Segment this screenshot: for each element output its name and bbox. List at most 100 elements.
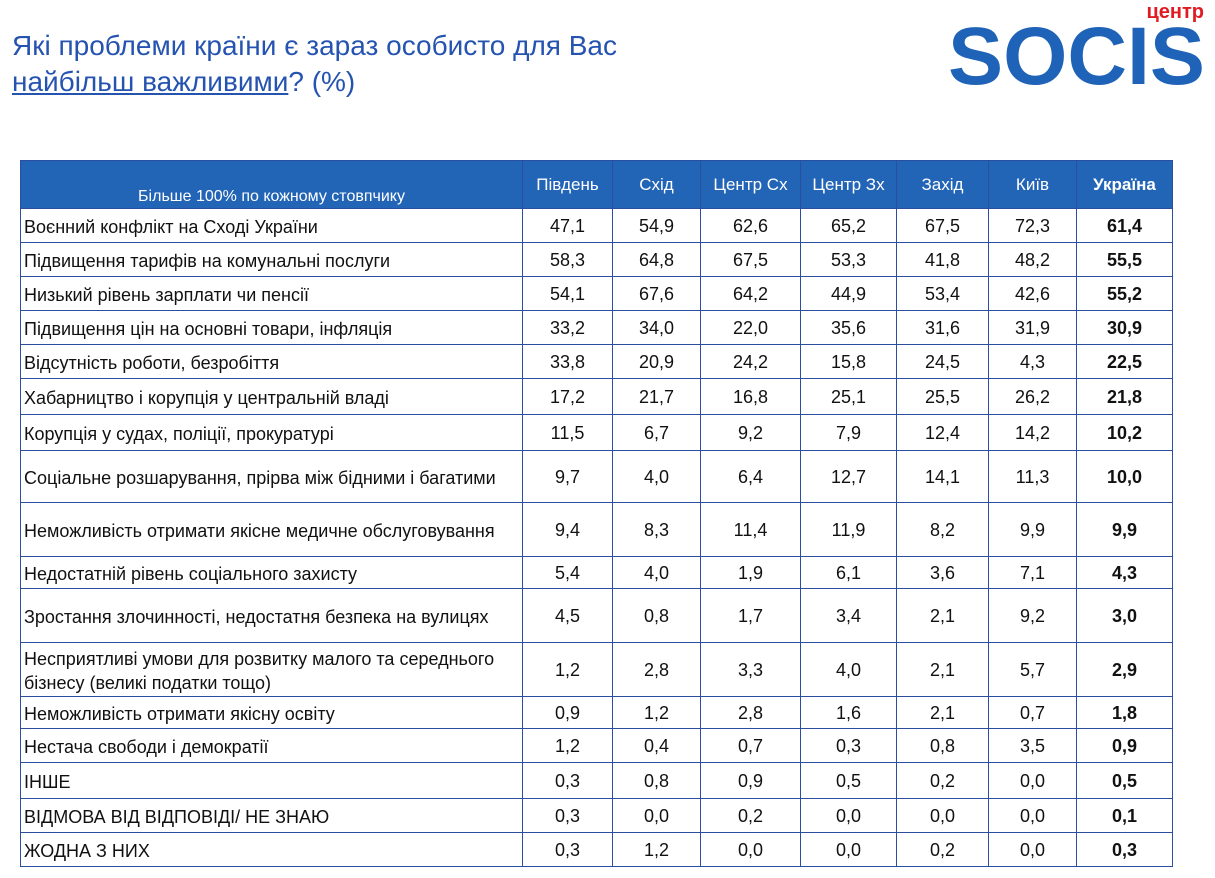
cell-value: 3,5 [988,728,1077,763]
table-row: Хабарництво і корупція у центральній вла… [20,378,1173,415]
cell-value: 2,1 [896,696,989,729]
cell-value: 0,1 [1076,798,1173,833]
cell-value: 65,2 [800,208,897,243]
row-label: Соціальне розшарування, прірва між бідни… [20,450,523,503]
cell-value: 6,4 [700,450,801,503]
cell-value: 20,9 [612,344,701,379]
cell-value: 2,1 [896,588,989,643]
row-label: Нестача свободи і демократії [20,728,523,763]
cell-value: 47,1 [522,208,613,243]
cell-value: 25,5 [896,378,989,415]
table-row: ЖОДНА З НИХ 0,3 1,2 0,0 0,0 0,2 0,0 0,3 [20,832,1173,867]
cell-value: 16,8 [700,378,801,415]
table-row: Підвищення тарифів на комунальні послуги… [20,242,1173,277]
cell-value: 0,7 [700,728,801,763]
cell-value: 55,2 [1076,276,1173,311]
column-header: Південь [522,160,613,209]
cell-value: 12,7 [800,450,897,503]
row-label: Підвищення тарифів на комунальні послуги [20,242,523,277]
table-row: Зростання злочинності, недостатня безпек… [20,588,1173,643]
cell-value: 4,0 [612,556,701,589]
cell-value: 0,0 [700,832,801,867]
cell-value: 15,8 [800,344,897,379]
cell-value: 0,3 [800,728,897,763]
table-row: Корупція у судах, поліції, прокуратурі 11… [20,414,1173,451]
cell-value: 9,2 [988,588,1077,643]
cell-value: 4,0 [800,642,897,697]
cell-value: 0,2 [700,798,801,833]
cell-value: 0,9 [1076,728,1173,763]
cell-value: 8,3 [612,502,701,557]
cell-value: 3,6 [896,556,989,589]
cell-value: 12,4 [896,414,989,451]
row-label: ІНШЕ [20,762,523,799]
cell-value: 48,2 [988,242,1077,277]
row-label: Неможливість отримати якісне медичне обс… [20,502,523,557]
cell-value: 0,3 [522,832,613,867]
cell-value: 33,8 [522,344,613,379]
cell-value: 9,7 [522,450,613,503]
row-label: Несприятливі умови для розвитку малого т… [20,642,523,697]
cell-value: 67,6 [612,276,701,311]
cell-value: 0,9 [700,762,801,799]
cell-value: 11,5 [522,414,613,451]
cell-value: 5,4 [522,556,613,589]
row-label: Зростання злочинності, недостатня безпек… [20,588,523,643]
column-header: Центр Сх [700,160,801,209]
cell-value: 35,6 [800,310,897,345]
table-row: Недостатній рівень соціального захисту 5,… [20,556,1173,589]
cell-value: 11,3 [988,450,1077,503]
cell-value: 2,8 [612,642,701,697]
cell-value: 25,1 [800,378,897,415]
cell-value: 3,0 [1076,588,1173,643]
cell-value: 62,6 [700,208,801,243]
cell-value: 5,7 [988,642,1077,697]
cell-value: 53,4 [896,276,989,311]
cell-value: 0,8 [612,762,701,799]
cell-value: 14,2 [988,414,1077,451]
cell-value: 24,2 [700,344,801,379]
cell-value: 58,3 [522,242,613,277]
cell-value: 0,8 [612,588,701,643]
cell-value: 4,0 [612,450,701,503]
row-label: Підвищення цін на основні товари, інфляц… [20,310,523,345]
cell-value: 0,4 [612,728,701,763]
column-header: Більше 100% по кожному стовпчику [20,160,523,209]
cell-value: 9,2 [700,414,801,451]
cell-value: 0,5 [1076,762,1173,799]
cell-value: 9,9 [988,502,1077,557]
column-header: Київ [988,160,1077,209]
logo-name: SOCIS [948,11,1205,100]
header-row: Більше 100% по кожному стовпчику Південь С… [20,160,1173,209]
cell-value: 11,9 [800,502,897,557]
cell-value: 0,3 [522,798,613,833]
table-row: Неможливість отримати якісну освіту 0,9 1,… [20,696,1173,729]
cell-value: 1,2 [522,728,613,763]
cell-value: 0,3 [1076,832,1173,867]
cell-value: 53,3 [800,242,897,277]
cell-value: 4,3 [1076,556,1173,589]
cell-value: 1,6 [800,696,897,729]
cell-value: 0,0 [896,798,989,833]
cell-value: 7,1 [988,556,1077,589]
title-emphasis: найбільш важливими [12,66,289,97]
cell-value: 34,0 [612,310,701,345]
row-label: Неможливість отримати якісну освіту [20,696,523,729]
cell-value: 6,7 [612,414,701,451]
cell-value: 2,1 [896,642,989,697]
column-header: Захід [896,160,989,209]
cell-value: 1,2 [612,696,701,729]
cell-value: 4,3 [988,344,1077,379]
row-label: Відсутність роботи, безробіття [20,344,523,379]
title-line: Які проблеми країни є зараз особисто для… [12,30,617,61]
cell-value: 0,9 [522,696,613,729]
cell-value: 17,2 [522,378,613,415]
cell-value: 31,6 [896,310,989,345]
cell-value: 54,1 [522,276,613,311]
cell-value: 67,5 [896,208,989,243]
cell-value: 0,3 [522,762,613,799]
cell-value: 61,4 [1076,208,1173,243]
cell-value: 54,9 [612,208,701,243]
table-row: Низький рівень зарплати чи пенсії 54,1 67,… [20,276,1173,311]
cell-value: 10,0 [1076,450,1173,503]
